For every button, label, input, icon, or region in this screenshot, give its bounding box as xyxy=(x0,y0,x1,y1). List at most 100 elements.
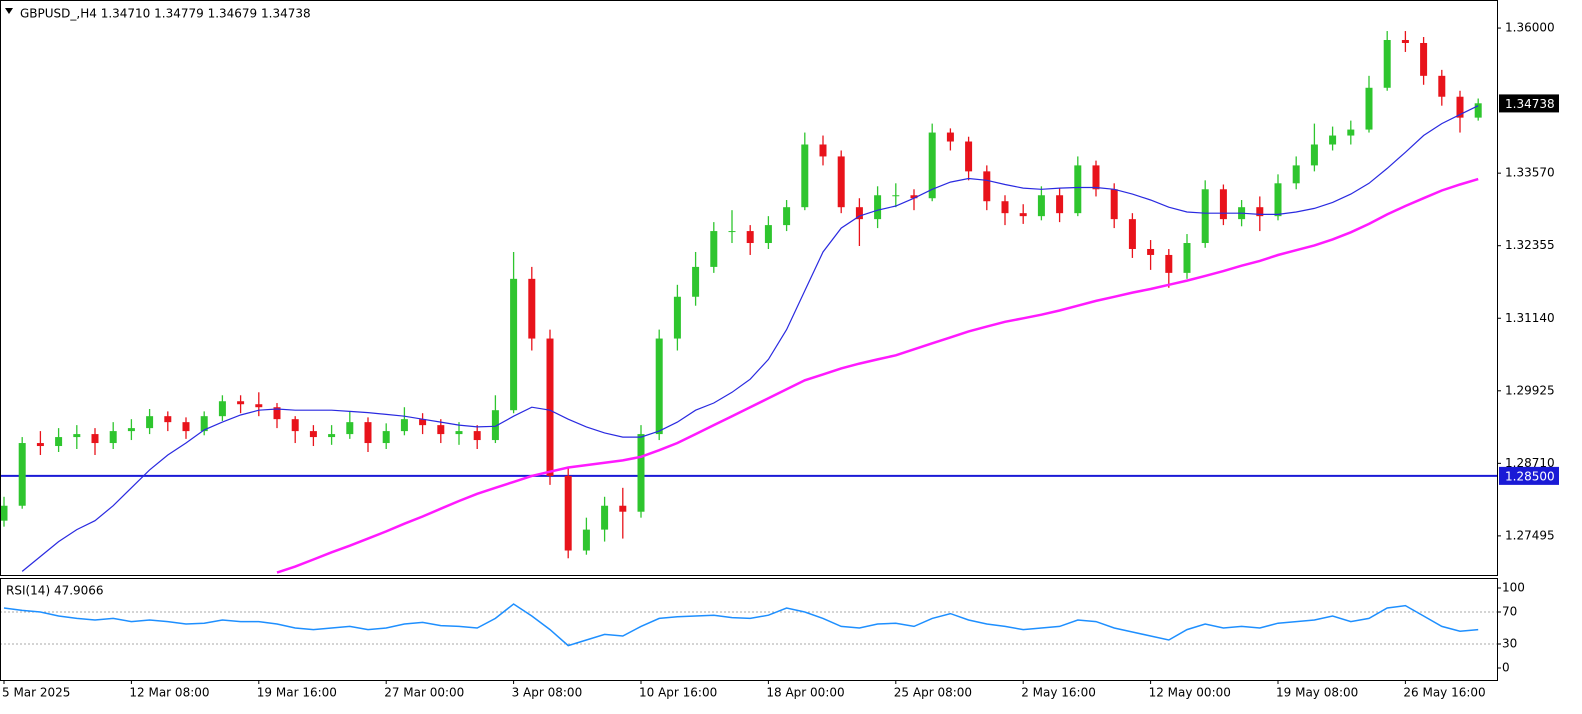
level-label: 1.28500 xyxy=(1505,469,1555,483)
candle-body xyxy=(309,431,317,438)
candle-body xyxy=(728,231,736,233)
x-tick-label: 12 Mar 08:00 xyxy=(129,686,209,700)
candle-body xyxy=(491,410,499,441)
candle-body xyxy=(564,475,572,551)
candle-body xyxy=(1165,254,1173,273)
x-tick-label: 19 Mar 16:00 xyxy=(257,686,337,700)
candle-body xyxy=(18,443,26,506)
price-label-box xyxy=(1499,94,1559,113)
chart-title: GBPUSD_,H4 1.34710 1.34779 1.34679 1.347… xyxy=(20,7,311,21)
x-tick-label: 18 Apr 00:00 xyxy=(766,686,844,700)
candle-body xyxy=(746,231,754,244)
candle-body xyxy=(146,416,154,429)
y-tick-label: 1.36000 xyxy=(1505,21,1555,35)
candle-body xyxy=(109,431,117,444)
rsi-panel xyxy=(1,603,1497,647)
moving-average xyxy=(21,105,1479,572)
candle-body xyxy=(419,419,427,426)
candle-body xyxy=(182,422,190,432)
y-tick-label: 1.32355 xyxy=(1505,238,1555,252)
candle-body xyxy=(637,434,645,512)
collapse-icon xyxy=(5,8,13,14)
candle-body xyxy=(455,431,463,435)
candle-body xyxy=(1383,40,1391,88)
x-tick-label: 3 Apr 08:00 xyxy=(512,686,583,700)
candle-body xyxy=(601,505,609,530)
candle-body xyxy=(55,437,63,447)
x-tick-label: 19 May 08:00 xyxy=(1276,686,1358,700)
rsi-title: RSI(14) 47.9066 xyxy=(6,584,104,598)
candle-body xyxy=(382,431,390,444)
y-tick-label: 1.27495 xyxy=(1505,528,1555,542)
y-tick-label: 30 xyxy=(1502,637,1517,651)
candle-body xyxy=(910,195,918,199)
axes: 1.36000 1.33570 1.32355 1.31140 1.29925 1.287… xyxy=(2,21,1559,700)
candle-body xyxy=(855,207,863,220)
x-tick-label: 5 Mar 2025 xyxy=(2,686,70,700)
candle-body xyxy=(1274,183,1282,217)
candle-body xyxy=(946,132,954,142)
y-tick-label: 1.29925 xyxy=(1505,383,1555,397)
candle-body xyxy=(673,296,681,339)
candle-body xyxy=(1310,144,1318,166)
candle-body xyxy=(36,443,44,447)
candle-body xyxy=(473,431,481,441)
x-tick-label: 12 May 00:00 xyxy=(1149,686,1231,700)
candle-body xyxy=(1456,96,1464,118)
rsi-line xyxy=(3,603,1479,647)
candle-body xyxy=(1292,165,1300,184)
candle-body xyxy=(619,505,627,512)
candle-body xyxy=(346,422,354,435)
candle-body xyxy=(965,141,973,172)
candle-body xyxy=(1420,42,1428,76)
candle-body xyxy=(273,407,281,420)
candle-body xyxy=(764,225,772,244)
candle-body xyxy=(1128,219,1136,249)
candle-body xyxy=(1092,165,1100,190)
candle-body xyxy=(582,529,590,551)
x-tick-label: 27 Mar 00:00 xyxy=(384,686,464,700)
candle-body xyxy=(1256,207,1264,217)
candle-body xyxy=(1183,243,1191,273)
x-tick-label: 10 Apr 16:00 xyxy=(639,686,717,700)
candle-body xyxy=(1037,195,1045,217)
y-tick-label: 70 xyxy=(1502,605,1517,619)
x-tick-label: 25 Apr 08:00 xyxy=(894,686,972,700)
candle-body xyxy=(1201,189,1209,244)
candle-body xyxy=(874,195,882,220)
candle-body xyxy=(983,171,991,202)
candle-body xyxy=(1056,195,1064,214)
x-tick-label: 26 May 16:00 xyxy=(1403,686,1485,700)
candle-body xyxy=(437,425,445,435)
y-tick-label: 1.28710 xyxy=(1505,456,1555,470)
level-label-box xyxy=(1499,466,1559,485)
candle-body xyxy=(91,434,99,444)
candle-body xyxy=(1,505,8,521)
candle-body xyxy=(1147,248,1155,255)
candle-body xyxy=(655,338,663,435)
candle-body xyxy=(328,434,336,438)
candle-body xyxy=(528,278,536,339)
candle-body xyxy=(692,266,700,297)
candle-body xyxy=(1001,201,1009,214)
y-tick-label: 0 xyxy=(1502,661,1510,675)
candle-body xyxy=(819,144,827,157)
candle-body xyxy=(1074,165,1082,214)
candle-body xyxy=(164,416,172,423)
price-label: 1.34738 xyxy=(1505,97,1555,111)
candle-body xyxy=(801,144,809,208)
candle-body xyxy=(1347,129,1355,136)
candle-body xyxy=(892,195,900,197)
candle-body xyxy=(1438,75,1446,97)
candle-body xyxy=(710,231,718,267)
rsi-frame xyxy=(0,578,1498,681)
y-tick-label: 1.33570 xyxy=(1505,166,1555,180)
candle-body xyxy=(200,416,208,432)
y-tick-label: 1.31140 xyxy=(1505,311,1555,325)
candle-body xyxy=(837,156,845,208)
y-tick-label: 100 xyxy=(1502,581,1525,595)
candle-body xyxy=(1110,189,1118,220)
candle-body xyxy=(1474,103,1482,118)
candle-body xyxy=(400,419,408,432)
